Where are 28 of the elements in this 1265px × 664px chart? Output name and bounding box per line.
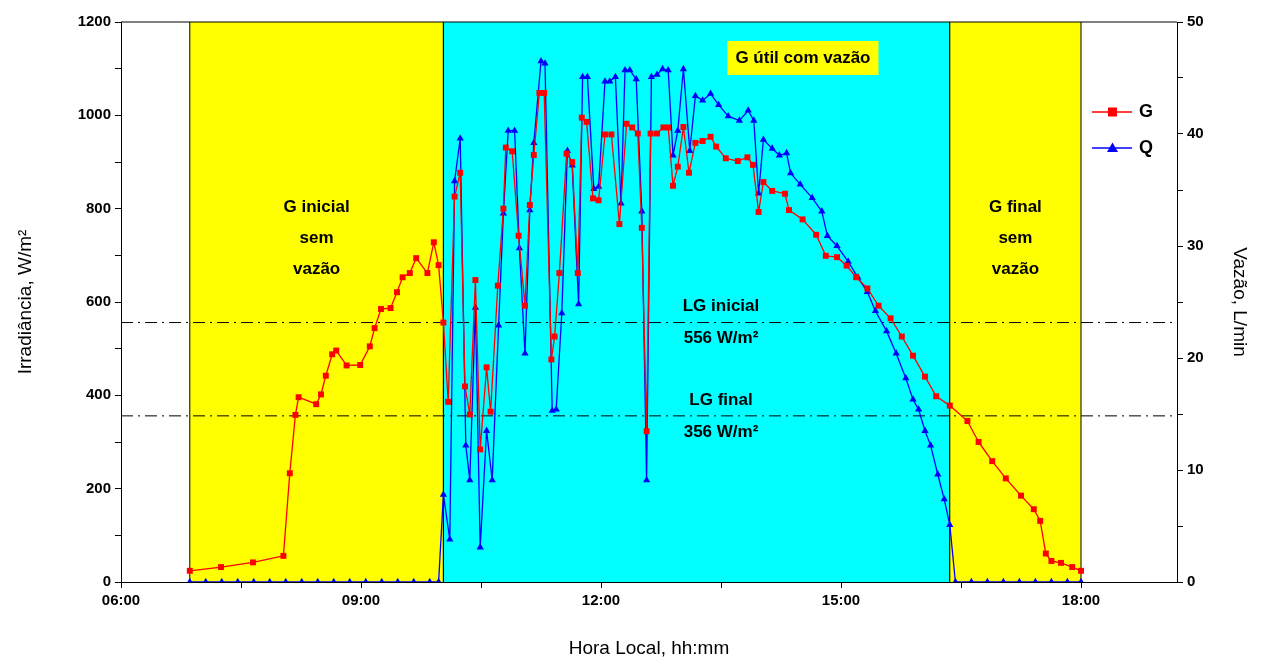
y-axis-title: Irradiância, W/m² [13,229,35,375]
y-tick-label: 1000 [77,105,111,123]
y-tick-label: 600 [85,292,111,310]
x-tick-label: 18:00 [1061,591,1101,609]
y2-tick-label: 20 [1187,348,1204,366]
y2-tick-label: 10 [1187,460,1204,478]
x-tick-label: 09:00 [341,591,381,609]
band-label: G final sem vazão [988,196,1042,278]
y2-tick-label: 50 [1187,12,1204,30]
ref-line-label: LG inicial 556 W/m² [682,296,760,348]
y2-tick-label: 40 [1187,124,1204,142]
y2-tick-label: 0 [1187,572,1196,590]
y-tick-label: 1200 [77,12,111,30]
x-axis-title: Hora Local, hh:mm [568,636,730,658]
band-label: G inicial sem vazão [283,196,350,278]
y2-axis-title: Vazão, L/min [1230,247,1252,357]
y-tick-label: 200 [85,478,111,496]
ref-line-label: LG final 356 W/m² [683,389,759,441]
legend-label: Q [1139,136,1154,157]
y-tick-label: 400 [85,385,111,403]
y-tick-label: 800 [85,198,111,216]
band-label: G útil com vazão [735,47,871,67]
x-tick-label: 15:00 [821,591,861,609]
y-tick-label: 0 [102,572,111,590]
x-tick-label: 06:00 [101,591,141,609]
legend-label: G [1139,100,1154,121]
x-tick-label: 12:00 [581,591,621,609]
y2-tick-label: 30 [1187,236,1204,254]
